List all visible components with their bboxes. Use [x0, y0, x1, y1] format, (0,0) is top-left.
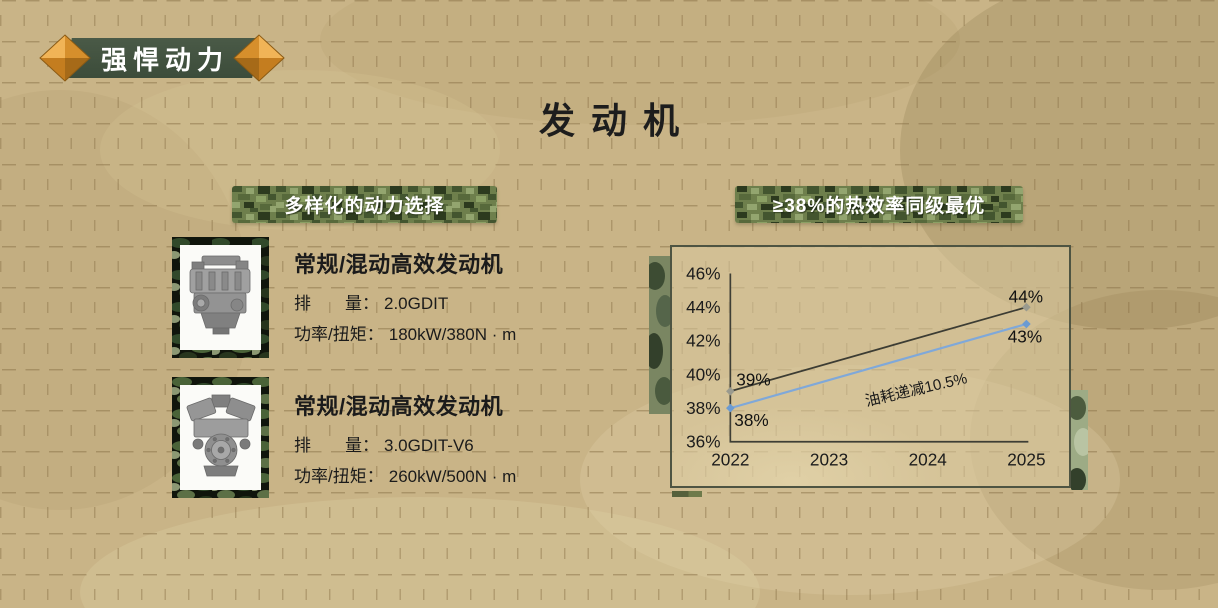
engine-title: 常规/混动高效发动机: [294, 394, 504, 419]
efficiency-line-chart: 46% 44% 42% 40% 38% 36%2022 2023 2024 2025 39% 44%…: [686, 263, 1045, 469]
gold-gem-right-icon: [233, 34, 285, 82]
spec-label: 排 量：: [294, 294, 379, 313]
camo-accent-right: [1071, 390, 1088, 490]
svg-text:36%: 36%: [686, 432, 720, 452]
engine-card-2: 常规/混动高效发动机 排 量： 3.0GDIT-V6 功率/扭矩： 260kW/50…: [294, 389, 604, 492]
svg-text:43%: 43%: [1008, 327, 1042, 347]
spec-label: 排 量：: [294, 436, 379, 455]
camo-accent-left: [649, 256, 671, 414]
digital-camo-texture: [232, 186, 497, 223]
engine-illustration-inline4: [189, 255, 251, 335]
efficiency-chart-panel: 46% 44% 42% 40% 38% 36% 2022 2023 2024 2025 39% 44%…: [670, 245, 1071, 488]
svg-text:44%: 44%: [1009, 286, 1043, 306]
engine-photo-2: [172, 377, 269, 498]
badge-banner: 强悍动力: [64, 38, 260, 78]
page-title: 发动机: [538, 100, 695, 141]
svg-text:42%: 42%: [686, 331, 720, 351]
engine-illustration-v6: [186, 394, 256, 477]
engine-card-1: 常规/混动高效发动机 排 量： 2.0GDIT 功率/扭矩： 180kW/380N …: [294, 247, 604, 350]
svg-text:油耗递减10.5%: 油耗递减10.5%: [864, 370, 969, 410]
left-section-header: 多样化的动力选择: [232, 186, 497, 223]
spec-value: 260kW/500N · m: [388, 467, 517, 486]
svg-text:2022: 2022: [711, 449, 749, 469]
spec-row: 排 量： 2.0GDIT: [294, 288, 604, 319]
spec-label: 功率/扭矩：: [294, 467, 384, 486]
spec-value: 2.0GDIT: [384, 294, 449, 313]
svg-text:38%: 38%: [734, 410, 768, 430]
svg-text:2023: 2023: [810, 449, 848, 469]
svg-text:46%: 46%: [686, 263, 720, 283]
spec-value: 3.0GDIT-V6: [384, 436, 474, 455]
badge-label: 强悍动力: [100, 44, 229, 75]
svg-text:2024: 2024: [909, 449, 948, 469]
spec-row: 功率/扭矩： 260kW/500N · m: [294, 461, 604, 492]
svg-text:2025: 2025: [1007, 449, 1045, 469]
power-badge: 强悍动力: [38, 30, 286, 86]
spec-row: 功率/扭矩： 180kW/380N · m: [294, 319, 604, 350]
green-dash-accent: [672, 491, 702, 497]
svg-text:39%: 39%: [736, 369, 770, 389]
spec-row: 排 量： 3.0GDIT-V6: [294, 430, 604, 461]
engine-photo-1: [172, 237, 269, 358]
spec-value: 180kW/380N · m: [388, 325, 517, 344]
gold-gem-left-icon: [39, 34, 91, 82]
svg-text:44%: 44%: [686, 297, 720, 317]
right-section-header-label: ≥38%的热效率同级最优: [772, 196, 986, 217]
spec-label: 功率/扭矩：: [294, 325, 384, 344]
digital-camo-texture: [735, 186, 1023, 223]
engine-title: 常规/混动高效发动机: [294, 252, 504, 277]
svg-text:40%: 40%: [686, 364, 720, 384]
right-section-header: ≥38%的热效率同级最优: [735, 186, 1023, 223]
svg-text:38%: 38%: [686, 398, 720, 418]
left-section-header-label: 多样化的动力选择: [284, 196, 445, 217]
